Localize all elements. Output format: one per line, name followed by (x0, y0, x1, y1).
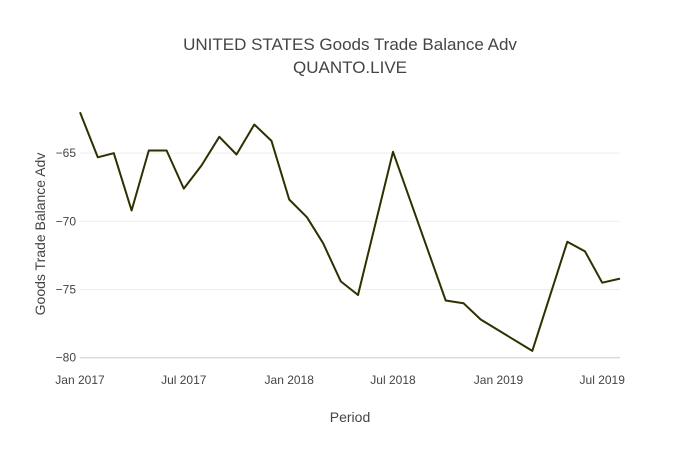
data-point[interactable] (164, 148, 170, 154)
data-point[interactable] (564, 239, 570, 245)
data-point[interactable] (599, 280, 605, 286)
data-point[interactable] (355, 292, 361, 298)
data-point[interactable] (251, 122, 257, 128)
data-point[interactable] (443, 298, 449, 304)
x-tick-label: Jan 2019 (474, 373, 524, 387)
series-layer (77, 109, 623, 354)
data-point[interactable] (129, 208, 135, 214)
data-point[interactable] (617, 276, 623, 282)
x-tick-label: Jul 2018 (370, 373, 416, 387)
data-point[interactable] (390, 149, 396, 155)
data-point[interactable] (478, 317, 484, 323)
data-point[interactable] (199, 163, 205, 169)
chart-title-line-1: UNITED STATES Goods Trade Balance Adv (183, 35, 517, 54)
y-tick-label: −70 (56, 214, 77, 228)
data-point[interactable] (582, 248, 588, 254)
x-tick-labels: Jan 2017 Jul 2017 Jan 2018 Jul 2018 Jan 2019… (55, 373, 625, 387)
x-tick-label: Jul 2019 (580, 373, 626, 387)
x-axis-title: Period (330, 409, 370, 425)
data-point[interactable] (234, 152, 240, 158)
x-tick-label: Jul 2017 (161, 373, 207, 387)
y-tick-label: −80 (56, 351, 77, 365)
data-point[interactable] (320, 240, 326, 246)
data-point[interactable] (111, 150, 117, 156)
data-point[interactable] (286, 197, 292, 203)
data-point[interactable] (304, 214, 310, 220)
data-point[interactable] (461, 300, 467, 306)
chart-title-line-2: QUANTO.LIVE (293, 58, 407, 77)
y-tick-label: −75 (56, 283, 77, 297)
data-point[interactable] (181, 186, 187, 192)
x-tick-label: Jan 2017 (55, 373, 105, 387)
y-axis-title: Goods Trade Balance Adv (32, 153, 48, 316)
data-point[interactable] (269, 138, 275, 144)
data-point[interactable] (77, 109, 83, 115)
data-point[interactable] (338, 278, 344, 284)
y-tick-label: −65 (56, 146, 77, 160)
data-point[interactable] (95, 154, 101, 160)
data-point[interactable] (216, 134, 222, 140)
series-line (79, 111, 621, 352)
data-point[interactable] (529, 348, 535, 354)
x-tick-label: Jan 2018 (265, 373, 315, 387)
y-tick-labels: −80 −75 −70 −65 (56, 146, 77, 365)
data-point[interactable] (146, 148, 152, 154)
